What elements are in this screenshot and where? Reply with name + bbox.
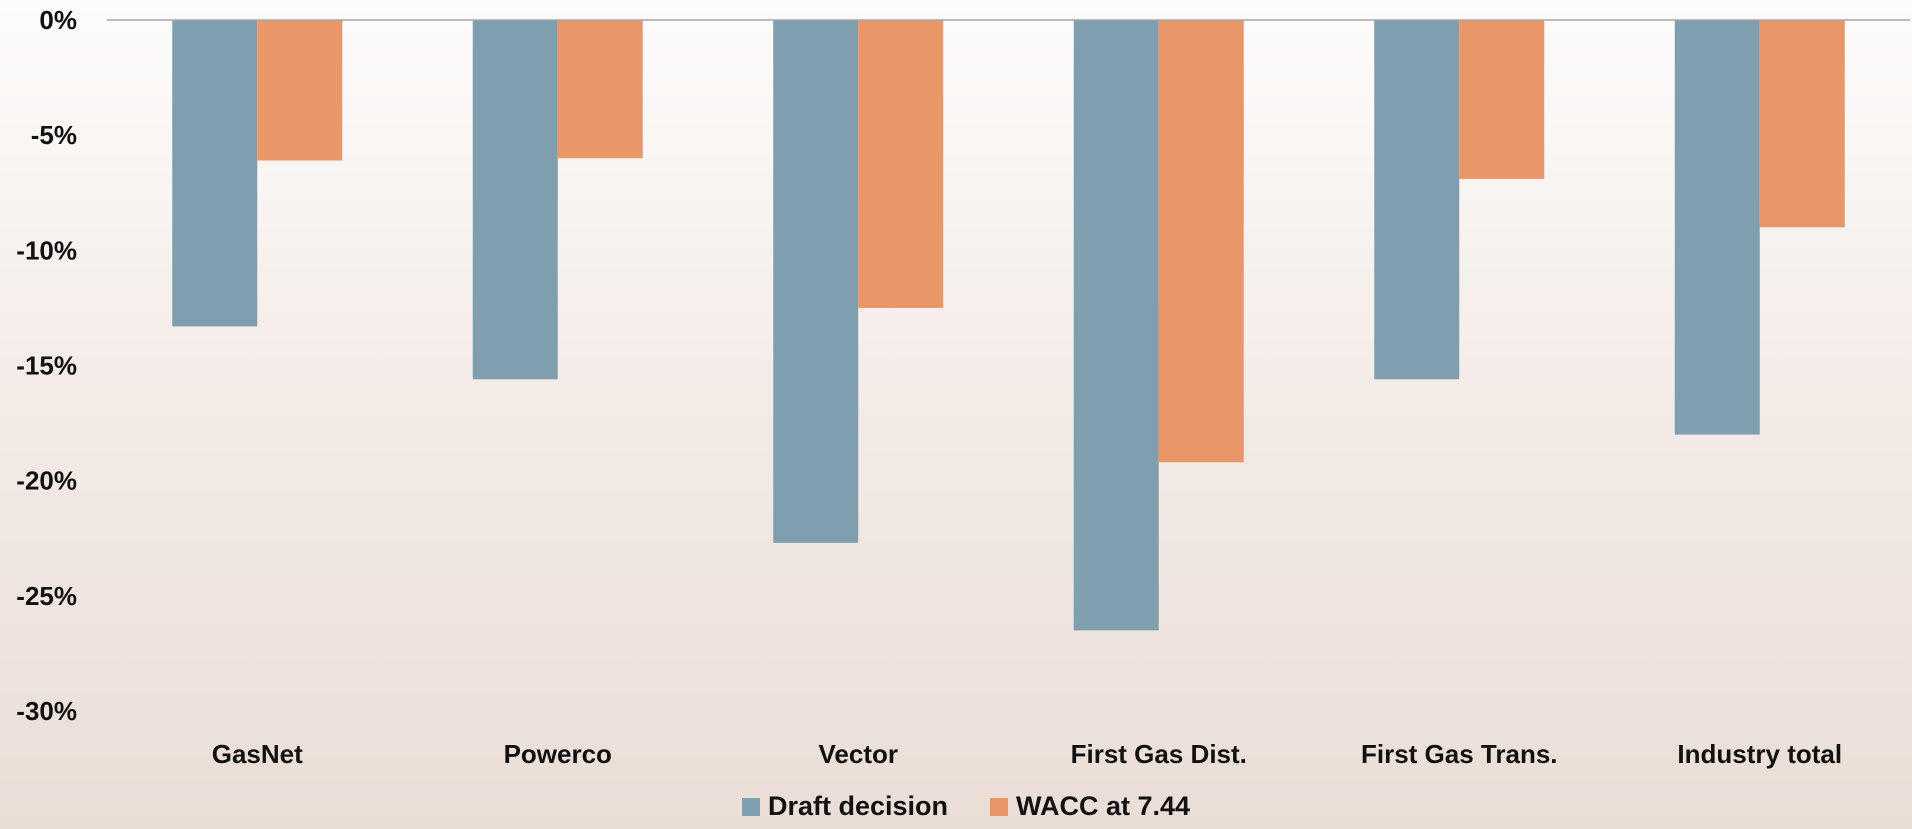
legend: Draft decision WACC at 7.44: [742, 791, 1190, 821]
bar: [472, 20, 558, 380]
y-tick-label: -25%: [16, 581, 77, 611]
bar: [773, 20, 859, 543]
y-tick-label: -15%: [16, 351, 77, 381]
y-tick-label: -30%: [16, 696, 77, 726]
x-axis-labels: GasNet Powerco Vector First Gas Dist. First …: [212, 739, 1842, 769]
bar: [1158, 20, 1244, 463]
y-tick-label: 0%: [39, 5, 77, 35]
y-axis-ticks: 0% -5% -10% -15% -20% -25% -30%: [16, 5, 77, 726]
bar: [1459, 20, 1545, 179]
bar: [557, 20, 643, 159]
category-label: Powerco: [504, 739, 612, 769]
legend-swatch: [990, 798, 1008, 816]
bar: [1073, 20, 1159, 631]
legend-swatch: [742, 798, 760, 816]
y-tick-label: -10%: [16, 235, 77, 265]
category-label: Vector: [819, 739, 899, 769]
bar: [858, 20, 944, 308]
legend-label: Draft decision: [768, 791, 948, 821]
bars: [172, 20, 1845, 631]
category-label: Industry total: [1677, 739, 1842, 769]
bar: [257, 20, 343, 161]
bar: [1374, 20, 1460, 380]
bar: [1674, 20, 1760, 435]
bar: [1759, 20, 1845, 228]
category-label: First Gas Trans.: [1361, 739, 1558, 769]
category-label: GasNet: [212, 739, 303, 769]
legend-label: WACC at 7.44: [1016, 791, 1190, 821]
category-label: First Gas Dist.: [1071, 739, 1247, 769]
bar: [172, 20, 258, 327]
y-tick-label: -5%: [31, 120, 77, 150]
y-tick-label: -20%: [16, 466, 77, 496]
